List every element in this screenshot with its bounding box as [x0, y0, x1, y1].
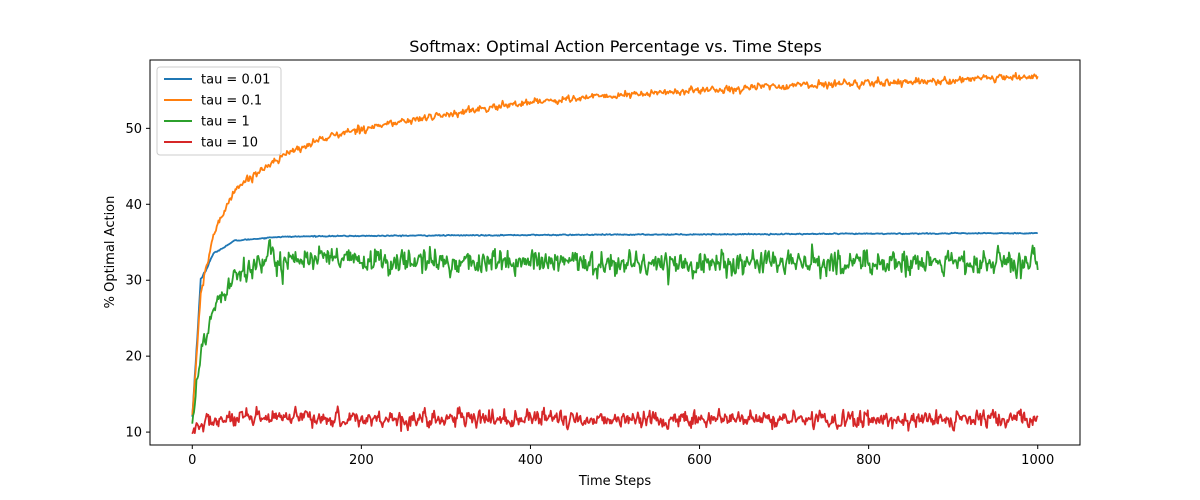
x-tick-label: 600 — [687, 453, 712, 468]
x-ticks: 0 200 400 600 800 1000 — [188, 445, 1054, 468]
y-ticks: 10 20 30 40 50 — [125, 122, 150, 441]
x-tick-label: 400 — [518, 453, 543, 468]
chart-title: Softmax: Optimal Action Percentage vs. T… — [409, 37, 822, 56]
series-line — [191, 231, 1038, 417]
legend: tau = 0.01 tau = 0.1 tau = 1 tau = 10 — [156, 66, 282, 156]
legend-label: tau = 10 — [201, 136, 258, 151]
legend-label: tau = 0.1 — [201, 94, 262, 109]
y-tick-label: 10 — [125, 426, 142, 441]
x-axis-label: Time Steps — [578, 474, 652, 489]
legend-label: tau = 1 — [201, 115, 250, 130]
series-layer — [191, 71, 1039, 435]
y-axis-label: % Optimal Action — [103, 196, 118, 309]
x-tick-label: 800 — [856, 453, 881, 468]
axes-border — [149, 59, 1081, 446]
x-tick-label: 1000 — [1021, 453, 1054, 468]
legend-box — [156, 66, 282, 156]
series-line — [191, 238, 1039, 424]
series-line — [191, 71, 1039, 416]
legend-label: tau = 0.01 — [201, 73, 270, 88]
y-tick-label: 50 — [125, 122, 142, 137]
x-tick-label: 200 — [349, 453, 374, 468]
legend-items: tau = 0.01 tau = 0.1 tau = 1 tau = 10 — [164, 73, 270, 151]
y-tick-label: 30 — [125, 274, 142, 289]
y-tick-label: 20 — [125, 350, 142, 365]
y-tick-label: 40 — [125, 198, 142, 213]
series-line — [191, 405, 1039, 435]
x-tick-label: 0 — [188, 453, 196, 468]
